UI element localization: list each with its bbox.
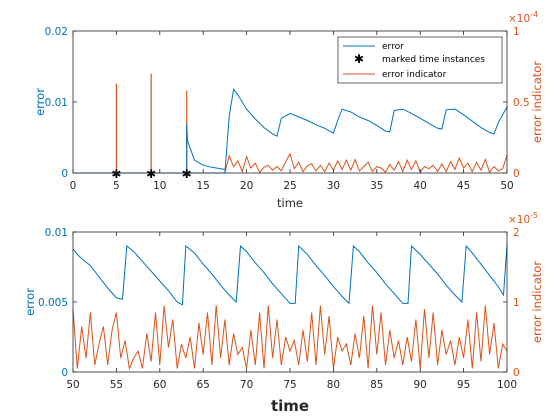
top-x-axis-label: time xyxy=(277,196,303,210)
x-tick-label: 50 xyxy=(500,180,513,192)
x-tick-label: 30 xyxy=(327,180,340,192)
top-right-exponent: ×10-4 xyxy=(508,10,538,25)
bottom-right-exponent-power: -5 xyxy=(530,211,538,220)
y-left-tick-label: 0.01 xyxy=(45,227,68,239)
top-x-ticks: 0 5 10 15 20 25 30 35 40 45 50 xyxy=(70,31,514,192)
bottom-y-left-ticks: 0 0.005 0.01 xyxy=(38,227,77,379)
x-tick-label: 15 xyxy=(197,180,210,192)
x-tick-label: 35 xyxy=(370,180,383,192)
top-markers-layer: ✱ ✱ ✱ xyxy=(111,167,191,181)
x-tick-label: 50 xyxy=(66,379,79,391)
error-transient-line xyxy=(186,124,225,170)
marked-time-marker: ✱ xyxy=(182,167,192,181)
x-tick-label: 55 xyxy=(110,379,123,391)
x-tick-label: 20 xyxy=(240,180,253,192)
bottom-x-axis-label: time xyxy=(271,397,309,415)
y-right-tick-label: 0 xyxy=(513,168,520,180)
top-y-right-axis-label: error indicator xyxy=(530,61,544,143)
indicator-series-line xyxy=(73,152,508,174)
x-tick-label: 25 xyxy=(283,180,296,192)
bottom-y-right-ticks: 0 1 2 xyxy=(503,227,520,379)
indicator-series-line xyxy=(72,305,508,371)
x-tick-label: 100 xyxy=(497,379,517,391)
y-left-tick-label: 0.02 xyxy=(45,26,68,38)
bottom-y-left-axis-label: error xyxy=(23,288,37,316)
y-left-tick-label: 0.005 xyxy=(38,297,68,309)
x-tick-label: 65 xyxy=(197,379,210,391)
x-tick-label: 5 xyxy=(113,180,120,192)
top-right-exponent-base: ×10 xyxy=(508,13,530,25)
y-right-tick-label: 1 xyxy=(513,297,520,309)
y-right-tick-label: 1 xyxy=(513,26,520,38)
top-y-left-ticks: 0 0.01 0.02 xyxy=(45,26,77,180)
x-tick-label: 75 xyxy=(283,379,296,391)
bottom-right-exponent-base: ×10 xyxy=(508,214,530,226)
top-y-left-axis-label: error xyxy=(33,88,47,116)
x-tick-label: 40 xyxy=(414,180,427,192)
marked-time-marker: ✱ xyxy=(111,167,121,181)
marked-time-marker: ✱ xyxy=(146,167,156,181)
error-series-line xyxy=(72,244,508,306)
top-subplot: ✱ ✱ ✱ 0 5 10 15 20 25 30 35 40 45 50 00.010.02 00.51… xyxy=(33,10,544,210)
y-left-tick-label: 0 xyxy=(61,168,68,180)
x-tick-label: 45 xyxy=(457,180,470,192)
x-tick-label: 60 xyxy=(153,379,166,391)
top-error-layer xyxy=(73,87,508,174)
y-right-tick-label: 0 xyxy=(513,367,520,379)
y-left-tick-label: 0 xyxy=(61,367,68,379)
x-tick-label: 0 xyxy=(70,180,77,192)
bottom-error-layer xyxy=(72,244,508,306)
bottom-indicator-layer xyxy=(72,305,508,371)
legend-box xyxy=(337,36,503,84)
bottom-y-right-axis-label: error indicator xyxy=(530,261,544,343)
x-tick-label: 85 xyxy=(370,379,383,391)
error-series-line xyxy=(73,87,508,174)
top-legend: error ✱ marked time instances error indi… xyxy=(337,36,503,84)
bottom-x-ticks: 50 55 60 65 70 75 80 85 90 95 100 xyxy=(66,232,517,391)
y-right-tick-label: 0.5 xyxy=(513,97,530,109)
x-tick-label: 10 xyxy=(153,180,166,192)
legend-indicator-label: error indicator xyxy=(382,70,447,80)
top-y-right-ticks: 00.51 xyxy=(503,26,530,180)
x-tick-label: 70 xyxy=(240,379,253,391)
legend-marker-icon: ✱ xyxy=(354,52,364,66)
bottom-right-exponent: ×10-5 xyxy=(508,211,538,226)
top-right-exponent-power: -4 xyxy=(530,10,538,19)
x-tick-label: 95 xyxy=(457,379,470,391)
x-tick-label: 80 xyxy=(327,379,340,391)
legend-error-label: error xyxy=(382,42,404,52)
legend-marker-label: marked time instances xyxy=(382,55,485,65)
x-tick-label: 90 xyxy=(414,379,427,391)
y-left-tick-label: 0.01 xyxy=(45,97,68,109)
y-right-tick-label: 2 xyxy=(513,227,520,239)
bottom-subplot: 50 55 60 65 70 75 80 85 90 95 100 0 0.005 0.01 0 1 2 t… xyxy=(23,211,544,415)
